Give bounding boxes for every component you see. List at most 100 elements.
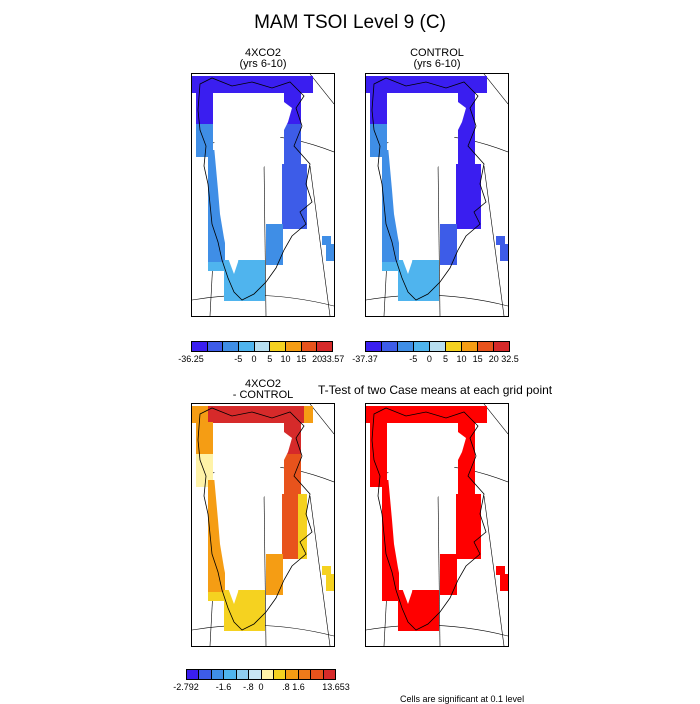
grid-cell (422, 606, 431, 615)
grid-cell (240, 606, 249, 615)
grid-cell (290, 550, 299, 559)
grid-cell (216, 222, 225, 231)
grid-cell (292, 446, 301, 455)
grid-cell (458, 140, 467, 149)
grid-cell (282, 180, 291, 189)
grid-cell (422, 268, 431, 277)
grid-cell (382, 504, 391, 513)
grid-cell (224, 590, 233, 599)
grid-cell (440, 256, 449, 265)
colorbar-label: -2.792 (173, 682, 199, 692)
grid-cell (500, 244, 508, 253)
colorbar-swatch (323, 670, 336, 679)
grid-cell (458, 148, 467, 157)
grid-cell (232, 622, 241, 631)
grid-cell (470, 84, 479, 93)
grid-cell (406, 606, 415, 615)
grid-cell (390, 76, 399, 85)
grid-cell (284, 430, 293, 439)
colorbar-label: 1.6 (292, 682, 305, 692)
grid-cell (304, 406, 313, 415)
grid-cell (464, 188, 473, 197)
grid-cell (292, 148, 301, 157)
grid-cell (284, 462, 293, 471)
grid-cell (200, 406, 209, 415)
grid-cell (298, 180, 307, 189)
grid-cell (232, 414, 241, 423)
grid-cell (256, 414, 265, 423)
grid-cell (390, 568, 399, 577)
grid-cell (204, 422, 213, 431)
grid-cell (464, 180, 473, 189)
grid-cell (232, 292, 241, 301)
grid-cell (288, 406, 297, 415)
grid-cell (382, 544, 391, 553)
grid-cell (290, 212, 299, 221)
grid-cell (290, 180, 299, 189)
grid-cell (304, 76, 313, 85)
grid-cell (240, 276, 249, 285)
grid-cell (398, 598, 407, 607)
grid-cell (398, 622, 407, 631)
grid-cell (248, 76, 257, 85)
grid-cell (374, 414, 383, 423)
grid-cell (216, 238, 225, 247)
colorbar-label: -1.6 (215, 682, 232, 692)
grid-cell (466, 478, 475, 487)
grid-cell (208, 76, 217, 85)
grid-cell (448, 578, 457, 587)
grid-cell (264, 414, 273, 423)
grid-cell (430, 76, 439, 85)
colorbar-4xco2: -36.25 -5 0 5 10 15 20 33.57 (178, 341, 344, 366)
grid-cell (282, 188, 291, 197)
grid-cell (382, 166, 391, 175)
grid-cell (414, 590, 423, 599)
grid-cell (248, 406, 257, 415)
grid-cell (208, 584, 217, 593)
grid-cell (274, 248, 283, 257)
grid-cell (470, 414, 479, 423)
grid-cell (208, 592, 217, 601)
grid-cell (370, 454, 379, 463)
grid-cell (232, 606, 241, 615)
coastline (197, 407, 313, 631)
grid-cell (472, 164, 481, 173)
grid-cell (438, 76, 447, 85)
colorbar-label: .8 (282, 682, 290, 692)
panel-title-line1: 4XCO2 (244, 378, 282, 390)
grid-cell (196, 124, 205, 133)
grid-cell (456, 220, 465, 229)
grid-cell (382, 536, 391, 545)
grid-cell (292, 430, 301, 439)
grid-cell (192, 414, 201, 423)
grid-cell (414, 76, 423, 85)
grid-cell (390, 246, 399, 255)
grid-cell (398, 84, 407, 93)
grid-cell (280, 84, 289, 93)
grid-cell (196, 438, 205, 447)
grid-cell (456, 172, 465, 181)
grid-cell (290, 502, 299, 511)
colorbar-swatch (311, 670, 324, 679)
grid-cell (430, 414, 439, 423)
grid-cell (414, 260, 423, 269)
grid-cell (208, 544, 217, 553)
colorbar-label: 15 (296, 354, 307, 364)
grid-cell (422, 284, 431, 293)
grid-cell (216, 214, 225, 223)
grid-cell (440, 240, 449, 249)
grid-cell (284, 478, 293, 487)
grid-cell (292, 92, 301, 101)
grid-cell (456, 534, 465, 543)
grid-cell (256, 614, 265, 623)
ice-sheet-interior (388, 96, 466, 274)
grid-cell (326, 574, 334, 583)
panel-title-ttest: T-Test of two Case means at each grid po… (318, 383, 553, 397)
grid-cell (406, 406, 415, 415)
colorbar-swatch (398, 342, 414, 351)
grid-cell (382, 246, 391, 255)
grid-cell (366, 84, 375, 93)
grid-cell (464, 164, 473, 173)
colorbar-swatch (187, 670, 200, 679)
grid-cell (304, 84, 313, 93)
